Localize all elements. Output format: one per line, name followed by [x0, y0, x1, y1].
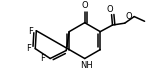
Text: O: O — [106, 5, 113, 14]
Text: NH: NH — [80, 61, 93, 70]
Text: F: F — [26, 44, 31, 53]
Text: O: O — [126, 12, 132, 21]
Text: F: F — [28, 27, 32, 36]
Text: F: F — [41, 54, 45, 62]
Text: O: O — [81, 1, 88, 10]
